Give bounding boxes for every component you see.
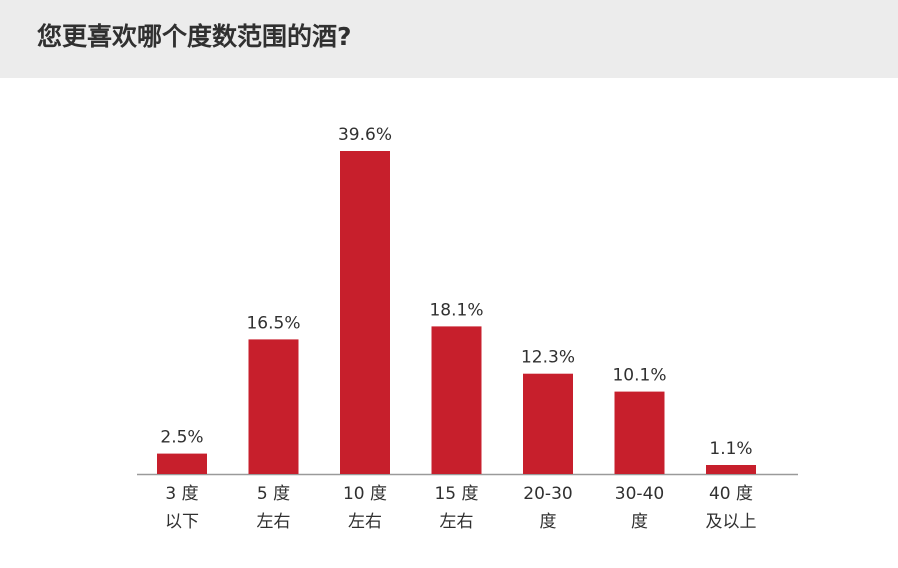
category-label-6-line-1: 30-40 [615,484,664,504]
category-label-6-line-2: 度 [631,512,648,532]
category-label-7-line-2: 及以上 [706,512,757,532]
bar-2 [248,339,299,474]
category-label-2-line-2: 左右 [257,512,291,532]
bar-6 [614,391,665,474]
category-label-5-line-1: 20-30 [523,484,572,504]
bar-1 [157,453,207,474]
category-label-3-line-1: 10 度 [343,484,387,504]
value-label-6: 10.1% [612,366,666,386]
category-label-4-line-2: 左右 [440,512,474,532]
value-label-4: 18.1% [429,300,483,320]
value-label-2: 16.5% [246,313,300,333]
bar-5 [523,373,573,474]
category-label-1-line-1: 3 度 [165,484,198,504]
bar-4 [431,326,482,474]
category-label-7-line-1: 40 度 [709,484,753,504]
header-bar: 您更喜欢哪个度数范围的酒? [0,0,898,78]
value-labels-layer: 2.5% 16.5% 39.6% 18.1% 12.3% 10.1% 1.1% [160,125,752,459]
category-label-2-line-1: 5 度 [257,484,290,504]
category-label-4-line-1: 15 度 [434,484,478,504]
bars-layer [157,151,756,474]
category-label-1-line-2: 以下 [165,512,199,532]
category-labels-layer: 3 度以下 5 度左右 10 度左右 15 度左右 20-30 度 30-40 度 40 度及以… [165,484,757,532]
chart-title: 您更喜欢哪个度数范围的酒? [37,22,352,51]
category-label-3-line-2: 左右 [348,512,382,532]
value-label-7: 1.1% [709,439,752,459]
value-label-3: 39.6% [338,125,392,145]
value-label-1: 2.5% [160,428,203,448]
category-label-5-line-2: 度 [540,512,557,532]
bar-3 [340,151,390,474]
value-label-5: 12.3% [521,348,575,368]
bar-7 [706,465,756,474]
